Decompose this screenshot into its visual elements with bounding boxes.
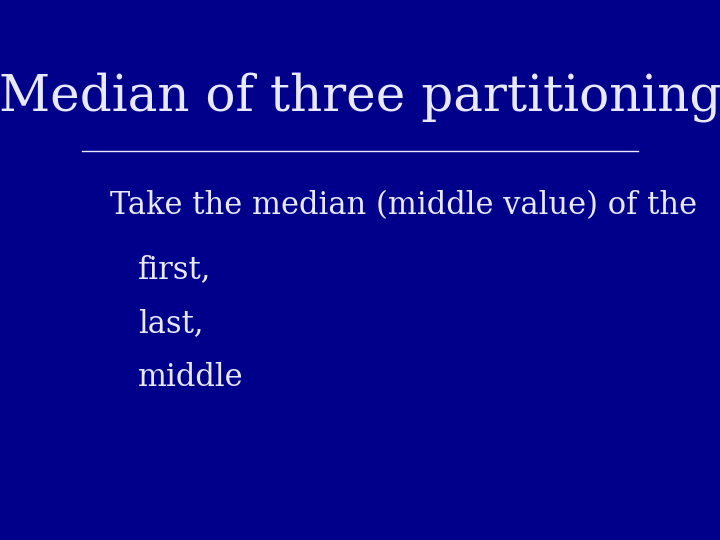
Text: first,: first, [138, 254, 211, 286]
Text: middle: middle [138, 362, 243, 394]
Text: last,: last, [138, 308, 203, 340]
Text: Median of three partitioning: Median of three partitioning [0, 72, 720, 122]
Text: Take the median (middle value) of the: Take the median (middle value) of the [110, 190, 697, 221]
